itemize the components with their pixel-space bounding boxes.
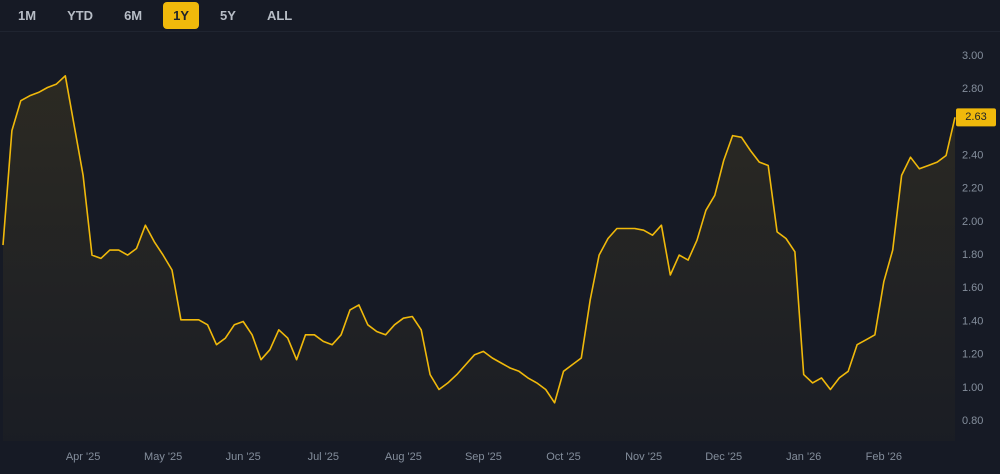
y-tick-label: 1.00 [962, 382, 983, 394]
y-tick-label: 1.80 [962, 249, 983, 261]
y-tick-label: 1.40 [962, 315, 983, 327]
price-line [2, 75, 956, 404]
x-tick-label: Jan '26 [786, 451, 821, 463]
y-tick-label: 2.80 [962, 83, 983, 95]
x-tick-label: Apr '25 [66, 451, 101, 463]
y-tick-label: 2.40 [962, 149, 983, 161]
x-tick-label: Jul '25 [308, 451, 339, 463]
y-tick-label: 3.00 [962, 50, 983, 62]
y-tick-label: 1.60 [962, 282, 983, 294]
x-tick-label: May '25 [144, 451, 182, 463]
last-value-tag [956, 108, 996, 127]
y-tick-label: 2.00 [962, 216, 983, 228]
y-tick-label: 1.20 [962, 349, 983, 361]
area-fill [3, 75, 955, 442]
last-value-label: 2.63 [965, 111, 986, 123]
x-tick-label: Jun '25 [226, 451, 261, 463]
range-button[interactable]: 1Y [163, 2, 200, 29]
x-tick-label: Sep '25 [465, 451, 502, 463]
x-tick-label: Feb '26 [866, 451, 902, 463]
y-tick-label: 0.80 [962, 415, 983, 427]
y-tick-label: 2.20 [962, 183, 983, 195]
x-tick-label: Oct '25 [546, 451, 581, 463]
range-button[interactable]: ALL [266, 8, 293, 23]
range-button[interactable]: 5Y [220, 8, 236, 23]
range-button[interactable]: 1M [18, 8, 37, 23]
x-tick-label: Aug '25 [385, 451, 422, 463]
range-toolbar: 1M YTD 6M 1Y 5Y ALL [0, 0, 1000, 32]
range-button[interactable]: 6M [124, 8, 143, 23]
range-button[interactable]: YTD [67, 8, 94, 23]
x-tick-label: Nov '25 [625, 451, 662, 463]
x-tick-label: Dec '25 [705, 451, 742, 463]
